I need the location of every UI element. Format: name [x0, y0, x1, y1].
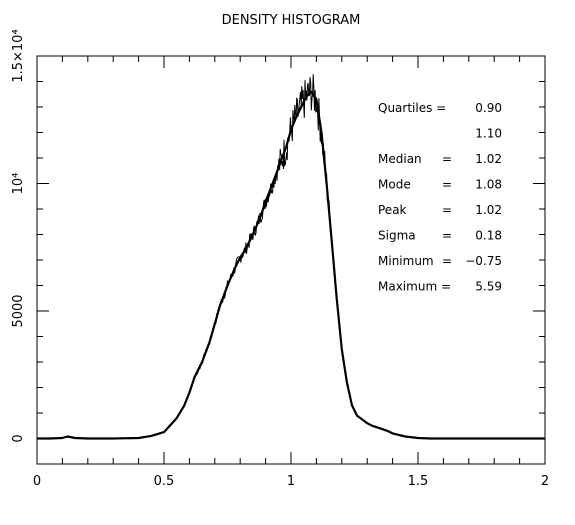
- y-tick-label: 0: [11, 434, 26, 442]
- stat-value: −0.75: [465, 254, 502, 268]
- statistics-box: Quartiles = 0.90 1.10 Median = 1.02 Mode = 1.08 P…: [378, 101, 502, 294]
- stat-label: Peak: [378, 203, 407, 217]
- stat-equals: =: [442, 152, 452, 166]
- y-tick-label: 5000: [11, 294, 26, 327]
- stat-value: 0.90: [475, 101, 502, 115]
- stat-equals: =: [442, 178, 452, 192]
- stat-label: Median: [378, 152, 422, 166]
- stat-label: Sigma: [378, 229, 416, 243]
- stat-value: 0.18: [475, 229, 502, 243]
- stat-label: Quartiles =: [378, 101, 446, 115]
- stat-value: 1.10: [475, 127, 502, 141]
- x-tick-label: 0.5: [154, 474, 175, 489]
- axis-tick-labels: 0 0.5 1 1.5 2 0 5000 10⁴ 1.5×10⁴: [11, 29, 549, 489]
- stat-equals: =: [442, 229, 452, 243]
- stat-equals: =: [442, 254, 452, 268]
- stat-label: Maximum =: [378, 280, 451, 294]
- density-series-noise: [188, 74, 338, 393]
- stat-label: Minimum: [378, 254, 434, 268]
- chart-title: DENSITY HISTOGRAM: [222, 13, 361, 28]
- x-tick-label: 1: [287, 474, 295, 489]
- stat-value: 1.02: [475, 152, 502, 166]
- x-tick-label: 0: [33, 474, 41, 489]
- x-tick-label: 1.5: [408, 474, 429, 489]
- stat-value: 5.59: [475, 280, 502, 294]
- y-tick-label: 10⁴: [11, 173, 26, 195]
- y-tick-label: 1.5×10⁴: [11, 29, 26, 82]
- x-tick-label: 2: [541, 474, 549, 489]
- stat-equals: =: [442, 203, 452, 217]
- stat-value: 1.02: [475, 203, 502, 217]
- stat-value: 1.08: [475, 178, 502, 192]
- stat-label: Mode: [378, 178, 411, 192]
